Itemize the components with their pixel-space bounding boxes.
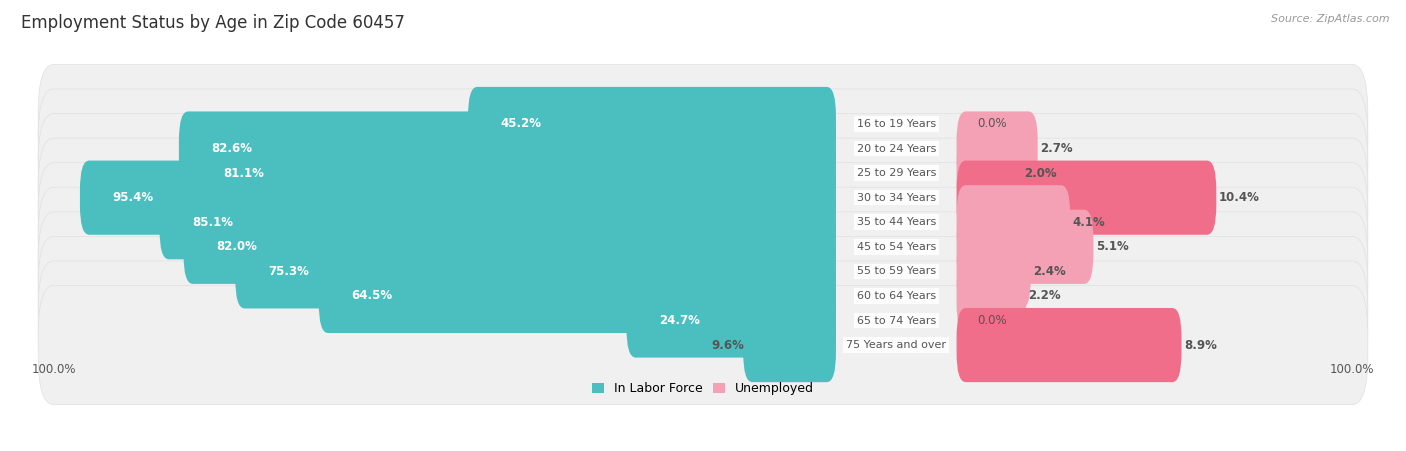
Text: 2.4%: 2.4% [1033,265,1066,278]
FancyBboxPatch shape [627,283,837,358]
FancyBboxPatch shape [38,138,1368,257]
Text: 0.0%: 0.0% [977,314,1007,327]
Text: 8.9%: 8.9% [1184,339,1216,352]
Legend: In Labor Force, Unemployed: In Labor Force, Unemployed [586,377,820,400]
Text: Employment Status by Age in Zip Code 60457: Employment Status by Age in Zip Code 604… [21,14,405,32]
Text: 64.5%: 64.5% [352,290,392,303]
FancyBboxPatch shape [184,210,837,284]
Text: 95.4%: 95.4% [112,191,153,204]
Text: 5.1%: 5.1% [1095,240,1129,253]
Text: 82.0%: 82.0% [217,240,257,253]
FancyBboxPatch shape [956,234,1031,308]
FancyBboxPatch shape [38,187,1368,306]
FancyBboxPatch shape [38,114,1368,233]
Text: 30 to 34 Years: 30 to 34 Years [856,193,936,202]
Text: 20 to 24 Years: 20 to 24 Years [856,143,936,153]
FancyBboxPatch shape [956,210,1094,284]
Text: 10.4%: 10.4% [1219,191,1260,204]
Text: 9.6%: 9.6% [711,339,745,352]
Text: 45.2%: 45.2% [501,117,541,130]
FancyBboxPatch shape [956,185,1070,259]
Text: 2.2%: 2.2% [1028,290,1062,303]
Text: 82.6%: 82.6% [211,142,252,155]
FancyBboxPatch shape [319,259,837,333]
FancyBboxPatch shape [38,261,1368,380]
Text: 75 Years and over: 75 Years and over [846,340,946,350]
FancyBboxPatch shape [468,87,837,161]
FancyBboxPatch shape [38,285,1368,405]
Text: 55 to 59 Years: 55 to 59 Years [856,267,936,276]
Text: 45 to 54 Years: 45 to 54 Years [856,242,936,252]
Text: 100.0%: 100.0% [31,364,76,377]
FancyBboxPatch shape [956,259,1026,333]
FancyBboxPatch shape [956,161,1216,235]
Text: 60 to 64 Years: 60 to 64 Years [856,291,936,301]
Text: 16 to 19 Years: 16 to 19 Years [856,119,936,129]
Text: 81.1%: 81.1% [224,166,264,179]
Text: 4.1%: 4.1% [1073,216,1105,229]
FancyBboxPatch shape [80,161,837,235]
FancyBboxPatch shape [38,212,1368,331]
FancyBboxPatch shape [956,308,1181,382]
FancyBboxPatch shape [956,111,1038,186]
FancyBboxPatch shape [38,163,1368,282]
FancyBboxPatch shape [235,234,837,308]
FancyBboxPatch shape [38,89,1368,208]
Text: Source: ZipAtlas.com: Source: ZipAtlas.com [1271,14,1389,23]
FancyBboxPatch shape [956,136,1022,210]
FancyBboxPatch shape [38,64,1368,184]
FancyBboxPatch shape [38,236,1368,355]
Text: 2.0%: 2.0% [1024,166,1056,179]
FancyBboxPatch shape [190,136,837,210]
FancyBboxPatch shape [744,308,837,382]
Text: 75.3%: 75.3% [267,265,309,278]
Text: 65 to 74 Years: 65 to 74 Years [856,316,936,326]
Text: 25 to 29 Years: 25 to 29 Years [856,168,936,178]
FancyBboxPatch shape [179,111,837,186]
FancyBboxPatch shape [159,185,837,259]
Text: 35 to 44 Years: 35 to 44 Years [856,217,936,227]
Text: 100.0%: 100.0% [1330,364,1375,377]
Text: 24.7%: 24.7% [659,314,700,327]
Text: 85.1%: 85.1% [193,216,233,229]
Text: 0.0%: 0.0% [977,117,1007,130]
Text: 2.7%: 2.7% [1040,142,1073,155]
